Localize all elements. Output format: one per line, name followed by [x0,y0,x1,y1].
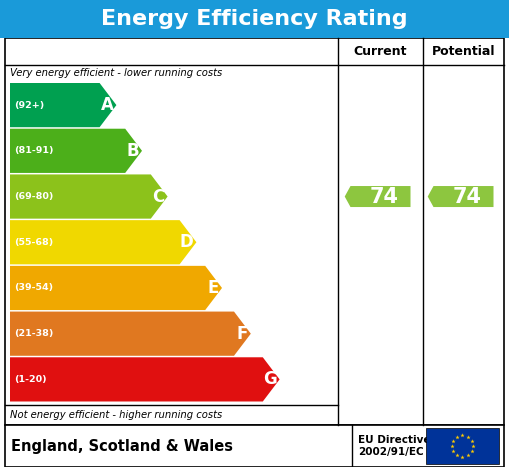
Text: Potential: Potential [432,45,495,58]
Polygon shape [10,129,142,173]
Text: E: E [208,279,219,297]
Polygon shape [10,266,222,310]
Bar [0,0,509,38]
Text: B: B [126,142,139,160]
Text: G: G [263,370,276,389]
Text: C: C [152,188,164,205]
Polygon shape [10,83,117,127]
Text: (1-20): (1-20) [14,375,47,384]
Text: EU Directive
2002/91/EC: EU Directive 2002/91/EC [358,435,431,457]
Text: (81-91): (81-91) [14,146,53,156]
Text: F: F [236,325,248,343]
Bar [5,38,504,425]
Polygon shape [428,186,494,207]
Bar [426,428,499,464]
Text: Energy Efficiency Rating: Energy Efficiency Rating [101,9,408,29]
Bar [5,425,504,467]
Text: 74: 74 [453,186,482,206]
Text: Very energy efficient - lower running costs: Very energy efficient - lower running co… [10,68,222,78]
Polygon shape [10,220,196,264]
Text: 74: 74 [370,186,399,206]
Text: (39-54): (39-54) [14,283,53,292]
Text: (69-80): (69-80) [14,192,53,201]
Text: Not energy efficient - higher running costs: Not energy efficient - higher running co… [10,410,222,420]
Text: (92+): (92+) [14,100,44,110]
Polygon shape [10,175,167,219]
Text: England, Scotland & Wales: England, Scotland & Wales [11,439,233,453]
Text: A: A [100,96,114,114]
Polygon shape [345,186,410,207]
Polygon shape [10,311,251,356]
Polygon shape [10,357,279,402]
Text: D: D [180,233,193,251]
Text: (21-38): (21-38) [14,329,53,338]
Text: Current: Current [354,45,407,58]
Text: (55-68): (55-68) [14,238,53,247]
